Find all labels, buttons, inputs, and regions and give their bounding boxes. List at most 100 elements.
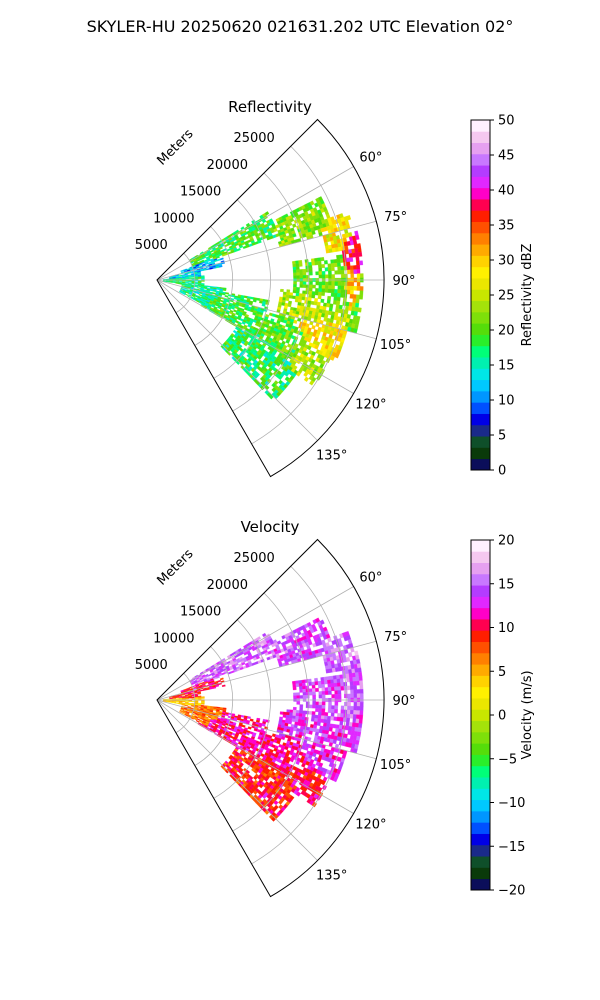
radar-cell	[339, 717, 344, 722]
azimuth-tick-label: 120°	[355, 398, 386, 413]
radar-cell	[286, 292, 290, 296]
colorbar-band	[471, 244, 490, 256]
radar-cell	[352, 714, 357, 719]
azimuth-tick-label: 60°	[359, 151, 382, 166]
radar-cell	[321, 291, 325, 296]
radar-cell	[328, 270, 332, 275]
radar-cell	[353, 265, 357, 270]
radar-cell	[243, 295, 248, 299]
azimuth-spoke	[156, 279, 377, 340]
radar-cell	[292, 709, 297, 714]
radar-cell	[346, 265, 351, 271]
radar-cell	[285, 297, 290, 302]
radar-cell	[314, 298, 319, 303]
radar-cell	[318, 701, 323, 706]
radar-cell	[305, 284, 310, 289]
radar-cell	[353, 269, 358, 274]
radar-cell	[340, 713, 344, 718]
radar-cell	[321, 694, 326, 699]
radar-cell	[314, 681, 319, 686]
radar-cell	[324, 285, 329, 290]
radar-cell	[296, 272, 300, 276]
radar-cell	[340, 285, 345, 290]
radar-cell	[355, 718, 360, 724]
colorbar-band	[471, 788, 490, 801]
radar-cell	[312, 701, 316, 706]
radar-cell	[358, 718, 363, 724]
radar-cell	[317, 718, 322, 723]
radar-cell	[345, 656, 351, 662]
radar-cell	[324, 690, 329, 695]
range-ring	[175, 252, 196, 314]
radar-cell	[188, 278, 192, 280]
radar-cell	[332, 739, 337, 745]
colorbar-band	[471, 731, 490, 744]
radar-cell	[334, 281, 339, 286]
sector-frame	[156, 118, 385, 478]
radar-cell	[312, 284, 316, 289]
radar-cell	[324, 712, 329, 717]
radar-cell	[355, 320, 360, 326]
radar-cell	[331, 285, 335, 290]
colorbar-band	[471, 199, 490, 211]
radar-cell	[340, 273, 345, 279]
radar-cell	[323, 676, 328, 681]
radar-cell	[340, 293, 344, 298]
radar-cell	[299, 272, 304, 276]
radar-cell	[315, 687, 319, 692]
azimuth-spoke	[156, 699, 377, 760]
radar-cell	[358, 723, 363, 729]
radar-cell	[330, 263, 335, 268]
radar-cell	[247, 726, 252, 730]
colorbar-band	[471, 424, 490, 437]
colorbar-tick-label: 20	[498, 324, 515, 339]
colorbar-tick-label: 45	[498, 149, 515, 164]
colorbar-band	[471, 187, 490, 200]
radar-cell	[175, 701, 180, 703]
radar-cell	[286, 712, 290, 716]
radar-cell	[331, 274, 335, 279]
radar-cell	[346, 685, 351, 691]
radar-cell	[308, 291, 313, 295]
radar-cell	[356, 264, 361, 270]
radar-cell	[295, 683, 300, 688]
colorbar-band	[471, 357, 490, 369]
colorbar-tick-label: −20	[498, 884, 525, 899]
radar-cell	[334, 289, 338, 294]
radar-cell	[309, 281, 313, 286]
radar-cell	[299, 695, 304, 699]
radar-cell	[317, 257, 322, 262]
radar-cell	[299, 284, 304, 288]
radar-cell	[343, 733, 348, 739]
radar-cell	[347, 705, 351, 711]
radar-cell	[334, 701, 339, 706]
radar-cell	[340, 682, 344, 687]
radar-cell	[197, 704, 202, 707]
radar-cell	[311, 291, 316, 296]
radar-cell	[311, 684, 316, 689]
radar-cell	[201, 278, 205, 280]
radar-cell	[328, 281, 332, 286]
radar-cell	[320, 257, 325, 262]
radar-cell	[355, 234, 360, 240]
radar-cell	[305, 710, 310, 715]
colorbar-band	[471, 210, 490, 223]
radar-cell	[339, 258, 344, 263]
radar-cell	[191, 697, 196, 699]
radar-cell	[340, 270, 345, 275]
azimuth-tick-label: 105°	[380, 758, 411, 773]
radar-cell	[312, 688, 316, 693]
azimuth-tick-label: 90°	[392, 694, 415, 709]
colorbar-band	[471, 390, 490, 403]
radar-cell	[308, 287, 313, 292]
radar-cell	[356, 243, 362, 249]
radar-cell	[308, 265, 313, 269]
velocity-colorbar-label: Velocity (m/s)	[520, 670, 535, 759]
radar-cell	[327, 708, 332, 713]
radar-cell	[356, 286, 361, 291]
radar-cell	[309, 271, 313, 276]
radar-cell	[321, 691, 326, 695]
radar-cell	[350, 285, 354, 291]
radar-cell	[331, 708, 335, 714]
colorbar-band	[471, 664, 490, 676]
